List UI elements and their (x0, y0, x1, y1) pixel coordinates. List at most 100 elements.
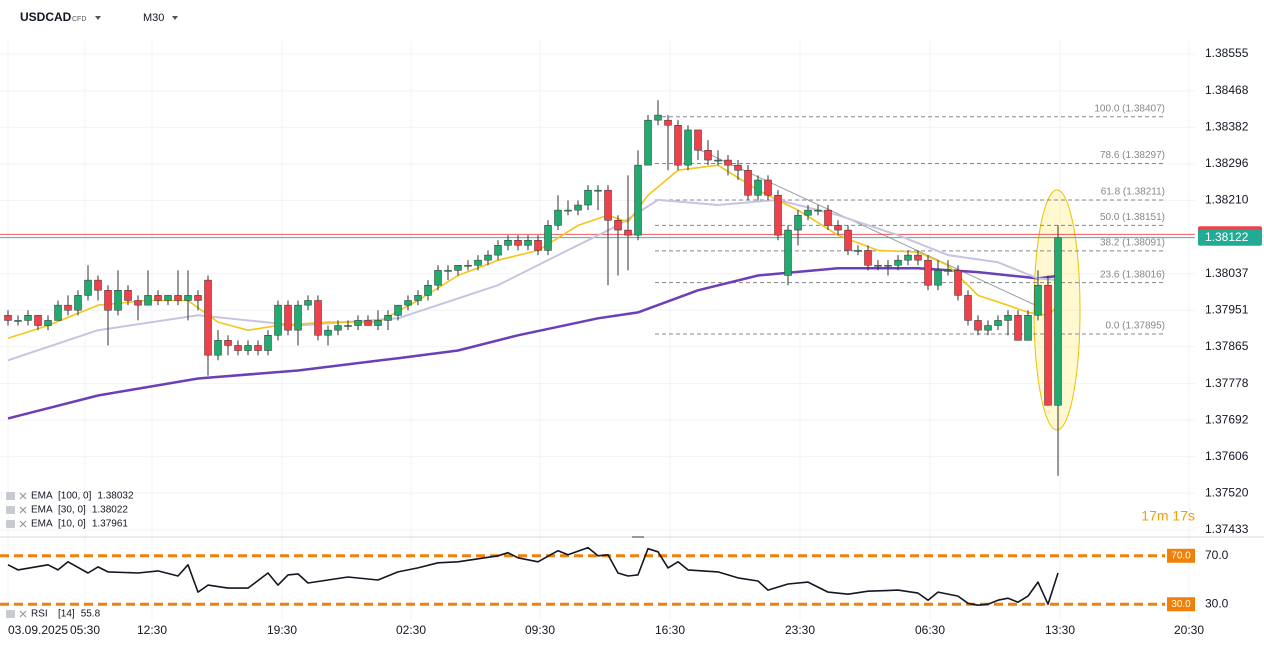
candle-body (14, 320, 22, 322)
candle-body (524, 239, 532, 246)
candle-body (984, 325, 992, 331)
fib-label: 78.6 (1.38297) (1100, 150, 1165, 161)
rsi-level-box-label: 30.0 (1171, 599, 1191, 610)
candle-body (404, 300, 412, 306)
candle-body (94, 279, 102, 291)
legend-params: [30, 0] (58, 505, 86, 516)
candle-body (494, 245, 502, 256)
candle-body (714, 159, 722, 162)
trend-line (699, 149, 1036, 306)
x-tick-label: 19:30 (267, 623, 297, 637)
candle-body (604, 189, 612, 221)
candle-body (144, 295, 152, 306)
y-tick-label: 1.38037 (1205, 266, 1249, 280)
indicator-line (7, 546, 1059, 606)
legend-value: 1.38022 (92, 505, 129, 516)
candle-body (704, 150, 712, 161)
candle-body (304, 300, 312, 306)
candle-body (614, 220, 622, 231)
legend-icon (6, 492, 15, 500)
x-tick-label: 23:30 (785, 623, 815, 637)
candle-body (414, 295, 422, 301)
x-tick-label: 16:30 (655, 623, 685, 637)
candle-body (914, 254, 922, 261)
x-tick-label: 20:30 (1174, 623, 1204, 637)
candle-body (334, 325, 342, 331)
fib-label: 100.0 (1.38407) (1094, 103, 1165, 114)
candle-body (124, 290, 132, 301)
candle-body (314, 300, 322, 336)
candle-body (864, 250, 872, 266)
candle-body (834, 225, 842, 231)
candle-body (774, 195, 782, 236)
candle-body (1004, 315, 1012, 321)
candle-body (514, 239, 522, 246)
legend-icon (6, 520, 15, 528)
dropdown-arrow[interactable] (172, 16, 178, 20)
fib-label: 0.0 (1.37895) (1106, 321, 1166, 332)
candle-body (224, 340, 232, 346)
candle-body (44, 320, 52, 326)
candle-body (544, 225, 552, 251)
candle-body (534, 239, 542, 251)
candle-body (424, 284, 432, 296)
candle-body (294, 304, 302, 331)
candle-body (784, 229, 792, 276)
y-tick-label: 1.38468 (1205, 83, 1249, 97)
symbol[interactable]: USDCAD (20, 10, 72, 24)
legend-close[interactable] (19, 610, 27, 618)
candle-body (904, 254, 912, 261)
candle-body (564, 209, 572, 212)
candle-body (1054, 237, 1062, 406)
y-tick-label: 1.37951 (1205, 302, 1249, 316)
candle-body (924, 259, 932, 286)
candle-body (964, 295, 972, 321)
candle-body (1014, 315, 1022, 341)
grid (0, 40, 1195, 620)
x-tick-label: 09:30 (525, 623, 555, 637)
rsi-level-box (1167, 548, 1195, 563)
candle-body (844, 229, 852, 251)
candle-body (134, 300, 142, 306)
legend-close[interactable] (19, 520, 27, 528)
legend-close[interactable] (19, 506, 27, 514)
candle-body (654, 114, 662, 121)
candle-body (194, 295, 202, 301)
candle-body (504, 239, 512, 246)
candle-body (744, 169, 752, 196)
candle-body (284, 304, 292, 331)
candle-body (1044, 284, 1052, 406)
last-price-box (1198, 229, 1262, 246)
candle-body (344, 325, 352, 327)
y-tick-label: 1.37606 (1205, 449, 1249, 463)
legend-close[interactable] (19, 492, 27, 500)
x-tick-label: 05:30 (70, 623, 100, 637)
legend-value: 55.8 (81, 609, 101, 620)
candle-body (184, 295, 192, 301)
candle-body (684, 129, 692, 166)
rsi-axis-label: 70.0 (1205, 548, 1229, 562)
candle-body (464, 265, 472, 267)
y-tick-label: 1.37865 (1205, 339, 1249, 353)
candle-body (364, 320, 372, 326)
candle-body (944, 270, 952, 272)
candle-body (264, 335, 272, 351)
fib-label: 23.6 (1.38016) (1100, 269, 1165, 280)
legend-value: 1.37961 (92, 519, 129, 530)
candle-body (444, 270, 452, 272)
indicator-line (7, 198, 1059, 362)
candle-body (374, 320, 382, 326)
x-tick-label: 03.09.2025 (8, 623, 68, 637)
rsi-axis-label: 30.0 (1205, 596, 1229, 610)
y-tick-label: 1.38210 (1205, 193, 1249, 207)
legend-name: EMA (31, 505, 53, 516)
candle-body (794, 214, 802, 231)
legend-name: RSI (31, 609, 48, 620)
dropdown-arrow[interactable] (95, 16, 101, 20)
y-tick-label: 1.38555 (1205, 46, 1249, 60)
candle-body (934, 270, 942, 286)
fib-label: 38.2 (1.38091) (1100, 237, 1165, 248)
timeframe[interactable]: M30 (143, 12, 164, 24)
candle-body (274, 304, 282, 336)
